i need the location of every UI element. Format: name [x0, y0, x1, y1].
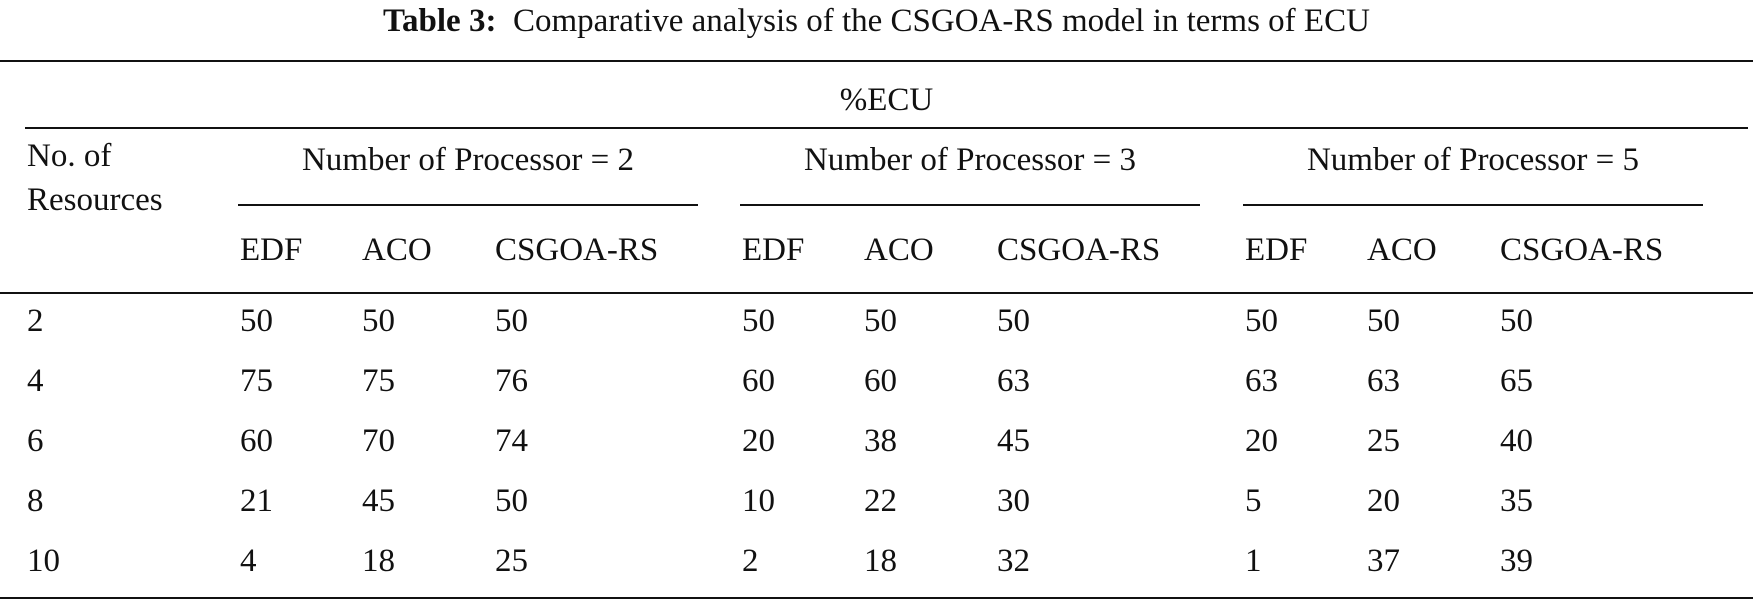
table-cell: 60	[864, 363, 897, 399]
table-cell: 50	[864, 303, 897, 339]
table-cell: 50	[1245, 303, 1278, 339]
table-cell: 50	[240, 303, 273, 339]
row-header-line-2: Resources	[27, 182, 163, 218]
group-header-rule-3	[1243, 204, 1703, 206]
table-cell: 1	[1245, 543, 1262, 579]
table-cell: 50	[742, 303, 775, 339]
table-cell: 45	[997, 423, 1030, 459]
table-caption-text: Comparative analysis of the CSGOA-RS mod…	[512, 3, 1370, 39]
table-caption: Table 3: Comparative analysis of the CSG…	[0, 0, 1753, 42]
super-header-ecu: %ECU	[839, 82, 934, 118]
table-caption-label: Table 3:	[383, 3, 497, 39]
table-cell: 25	[1367, 423, 1400, 459]
table-cell: 76	[495, 363, 528, 399]
row-resources-cell: 4	[27, 363, 44, 399]
super-header-rule	[25, 127, 1748, 129]
group-header-rule-1	[238, 204, 698, 206]
table-cell: 50	[1367, 303, 1400, 339]
group-header-3: Number of Processor = 5	[1306, 142, 1640, 178]
table-cell: 75	[240, 363, 273, 399]
table-cell: 18	[864, 543, 897, 579]
table-bottom-rule	[0, 597, 1753, 599]
table-top-rule	[0, 60, 1753, 62]
table-cell: 30	[997, 483, 1030, 519]
table-cell: 60	[742, 363, 775, 399]
column-header: CSGOA-RS	[495, 232, 659, 268]
header-bottom-rule	[0, 292, 1753, 294]
table-cell: 37	[1367, 543, 1400, 579]
column-header: ACO	[864, 232, 934, 268]
table-cell: 4	[240, 543, 257, 579]
table-cell: 5	[1245, 483, 1262, 519]
table-cell: 20	[1367, 483, 1400, 519]
table-cell: 32	[997, 543, 1030, 579]
table-cell: 22	[864, 483, 897, 519]
table-cell: 75	[362, 363, 395, 399]
column-header: CSGOA-RS	[997, 232, 1161, 268]
table-cell: 74	[495, 423, 528, 459]
row-resources-cell: 10	[27, 543, 60, 579]
table-cell: 63	[997, 363, 1030, 399]
table-cell: 18	[362, 543, 395, 579]
row-resources-cell: 2	[27, 303, 44, 339]
table-cell: 63	[1367, 363, 1400, 399]
table-cell: 50	[997, 303, 1030, 339]
row-resources-cell: 8	[27, 483, 44, 519]
table-cell: 50	[1500, 303, 1533, 339]
table-cell: 50	[495, 303, 528, 339]
row-resources-cell: 6	[27, 423, 44, 459]
row-header-line-1: No. of	[27, 138, 112, 174]
table-cell: 40	[1500, 423, 1533, 459]
table-cell: 65	[1500, 363, 1533, 399]
table-cell: 50	[495, 483, 528, 519]
table-cell: 35	[1500, 483, 1533, 519]
column-header: EDF	[742, 232, 805, 268]
table-cell: 38	[864, 423, 897, 459]
table-cell: 2	[742, 543, 759, 579]
table-cell: 63	[1245, 363, 1278, 399]
table-cell: 70	[362, 423, 395, 459]
table-cell: 10	[742, 483, 775, 519]
table-cell: 21	[240, 483, 273, 519]
table-cell: 20	[1245, 423, 1278, 459]
table-cell: 20	[742, 423, 775, 459]
table-cell: 25	[495, 543, 528, 579]
column-header: ACO	[362, 232, 432, 268]
table-cell: 45	[362, 483, 395, 519]
column-header: EDF	[240, 232, 303, 268]
table-cell: 50	[362, 303, 395, 339]
column-header: EDF	[1245, 232, 1308, 268]
table-cell: 60	[240, 423, 273, 459]
group-header-1: Number of Processor = 2	[301, 142, 635, 178]
table-cell: 39	[1500, 543, 1533, 579]
column-header: ACO	[1367, 232, 1437, 268]
group-header-2: Number of Processor = 3	[803, 142, 1137, 178]
column-header: CSGOA-RS	[1500, 232, 1664, 268]
group-header-rule-2	[740, 204, 1200, 206]
